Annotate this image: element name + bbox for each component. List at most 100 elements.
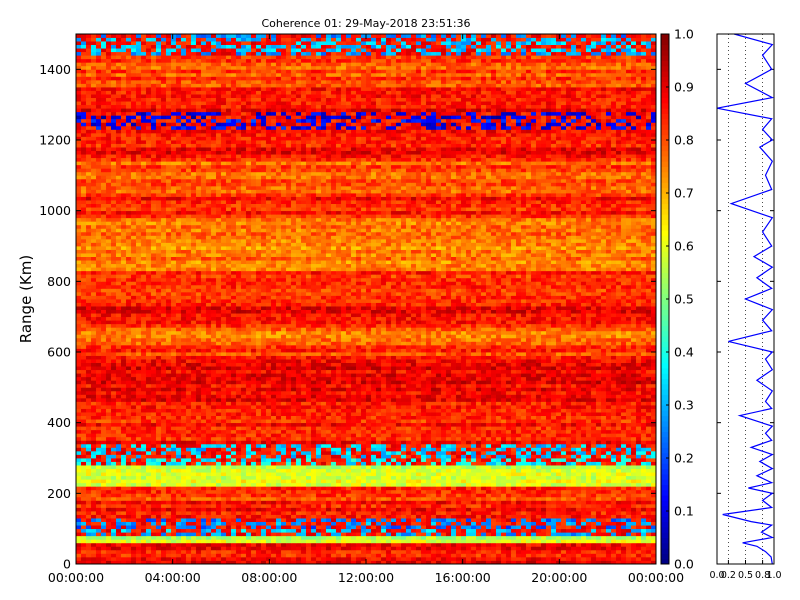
- heatmap-cell: [381, 493, 387, 498]
- heatmap-cell: [311, 560, 317, 565]
- heatmap-cell: [331, 426, 337, 431]
- heatmap-cell: [386, 422, 392, 427]
- heatmap-cell: [521, 500, 527, 505]
- heatmap-cell: [161, 447, 167, 452]
- heatmap-cell: [141, 426, 147, 431]
- heatmap-cell: [231, 556, 237, 561]
- heatmap-cell: [556, 454, 562, 459]
- heatmap-cell: [506, 436, 512, 441]
- heatmap-cell: [286, 528, 292, 533]
- heatmap-cell: [546, 511, 552, 515]
- heatmap-cell: [461, 419, 467, 424]
- heatmap-cell: [296, 521, 302, 526]
- heatmap-cell: [631, 514, 637, 519]
- heatmap-cell: [86, 511, 92, 515]
- heatmap-cell: [646, 496, 652, 501]
- heatmap-cell: [106, 560, 112, 565]
- heatmap-cell: [581, 500, 587, 505]
- heatmap-cell: [426, 458, 432, 462]
- heatmap-cell: [641, 518, 647, 522]
- heatmap-cell: [401, 415, 407, 420]
- heatmap-cell: [436, 436, 442, 441]
- heatmap-cell: [176, 511, 182, 515]
- heatmap-cell: [541, 475, 547, 480]
- heatmap-cell: [576, 447, 582, 452]
- heatmap-cell: [111, 539, 117, 544]
- heatmap-cell: [626, 415, 632, 420]
- heatmap-cell: [481, 458, 487, 462]
- heatmap-cell: [251, 514, 257, 519]
- heatmap-cell: [186, 447, 192, 452]
- heatmap-cell: [586, 486, 592, 491]
- heatmap-cell: [131, 426, 137, 431]
- heatmap-cell: [86, 535, 92, 540]
- heatmap-cell: [536, 443, 542, 448]
- heatmap-cell: [386, 475, 392, 480]
- heatmap-cell: [256, 521, 262, 526]
- heatmap-cell: [511, 500, 517, 505]
- heatmap-cell: [631, 503, 637, 508]
- heatmap-cell: [206, 532, 212, 537]
- heatmap-cell: [506, 560, 512, 565]
- heatmap-cell: [621, 461, 627, 466]
- heatmap-cell: [266, 440, 272, 445]
- heatmap-cell: [441, 426, 447, 431]
- heatmap-cell: [151, 496, 157, 501]
- heatmap-cell: [336, 539, 342, 544]
- heatmap-cell: [376, 486, 382, 491]
- heatmap-cell: [311, 539, 317, 544]
- heatmap-cell: [481, 553, 487, 558]
- heatmap-cell: [91, 486, 97, 491]
- heatmap-cell: [231, 528, 237, 533]
- heatmap-cell: [636, 465, 642, 469]
- heatmap-cell: [211, 514, 217, 519]
- heatmap-cell: [501, 525, 507, 530]
- heatmap-cell: [456, 532, 462, 537]
- heatmap-cell: [351, 447, 357, 452]
- heatmap-cell: [456, 450, 462, 455]
- heatmap-cell: [116, 426, 122, 431]
- heatmap-cell: [281, 489, 287, 494]
- heatmap-cell: [356, 528, 362, 533]
- heatmap-cell: [316, 454, 322, 459]
- heatmap-cell: [101, 496, 107, 501]
- heatmap-cell: [176, 525, 182, 530]
- heatmap-cell: [446, 493, 452, 498]
- heatmap-cell: [451, 465, 457, 469]
- heatmap-cell: [146, 514, 152, 519]
- heatmap-cell: [461, 440, 467, 445]
- heatmap-cell: [246, 542, 252, 547]
- heatmap-cell: [346, 525, 352, 530]
- heatmap-cell: [111, 549, 117, 554]
- heatmap-cell: [321, 482, 327, 487]
- heatmap-cell: [521, 415, 527, 420]
- heatmap-cell: [256, 546, 262, 551]
- heatmap-cell: [611, 535, 617, 540]
- heatmap-cell: [611, 472, 617, 477]
- heatmap-cell: [471, 426, 477, 431]
- heatmap-cell: [546, 500, 552, 505]
- heatmap-cell: [401, 472, 407, 477]
- heatmap-cell: [496, 419, 502, 424]
- heatmap-cell: [551, 433, 557, 438]
- heatmap-cell: [596, 489, 602, 494]
- heatmap-cell: [246, 539, 252, 544]
- heatmap-cell: [601, 433, 607, 438]
- heatmap-cell: [506, 532, 512, 537]
- heatmap-cell: [531, 489, 537, 494]
- heatmap-cell: [626, 429, 632, 434]
- heatmap-cell: [251, 493, 257, 498]
- heatmap-cell: [121, 458, 127, 462]
- heatmap-cell: [571, 489, 577, 494]
- heatmap-cell: [286, 553, 292, 558]
- heatmap-cell: [261, 493, 267, 498]
- heatmap-cell: [426, 486, 432, 491]
- heatmap-cell: [251, 518, 257, 522]
- heatmap-cell: [616, 479, 622, 484]
- heatmap-cell: [301, 450, 307, 455]
- heatmap-cell: [226, 443, 232, 448]
- heatmap-cell: [256, 465, 262, 469]
- heatmap-cell: [336, 465, 342, 469]
- heatmap-cell: [451, 479, 457, 484]
- heatmap-cell: [196, 525, 202, 530]
